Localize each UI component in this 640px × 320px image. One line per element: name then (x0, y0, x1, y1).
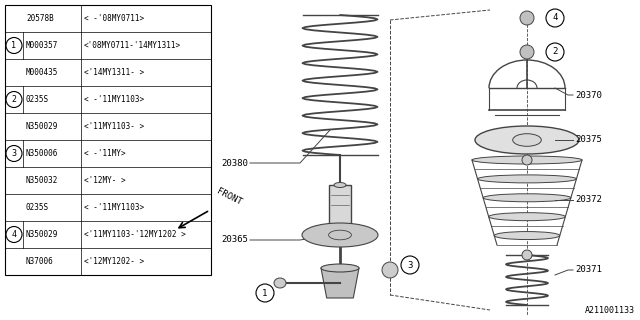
Text: < -'11MY>: < -'11MY> (84, 149, 125, 158)
Text: 20375: 20375 (575, 135, 602, 145)
Bar (5, 5, 211, 275)
Text: <'12MY- >: <'12MY- > (84, 176, 125, 185)
Text: < -'11MY1103>: < -'11MY1103> (84, 203, 144, 212)
Text: 0235S: 0235S (26, 95, 49, 104)
Text: <'12MY1202- >: <'12MY1202- > (84, 257, 144, 266)
Ellipse shape (489, 213, 565, 221)
Polygon shape (321, 268, 359, 298)
Text: 20371: 20371 (575, 266, 602, 275)
Text: M000435: M000435 (26, 68, 58, 77)
Text: 1: 1 (12, 41, 17, 50)
Text: <'11MY1103- >: <'11MY1103- > (84, 122, 144, 131)
Ellipse shape (475, 126, 579, 154)
Text: <'11MY1103-'12MY1202 >: <'11MY1103-'12MY1202 > (84, 230, 186, 239)
Ellipse shape (477, 175, 577, 183)
Text: 2: 2 (12, 95, 17, 104)
Text: N350032: N350032 (26, 176, 58, 185)
Circle shape (520, 45, 534, 59)
Bar (329, 185, 351, 230)
Text: <'08MY0711-'14MY1311>: <'08MY0711-'14MY1311> (84, 41, 181, 50)
Text: 4: 4 (12, 230, 17, 239)
Text: < -'11MY1103>: < -'11MY1103> (84, 95, 144, 104)
Text: 20372: 20372 (575, 196, 602, 204)
Text: N350006: N350006 (26, 149, 58, 158)
Ellipse shape (334, 182, 346, 188)
Circle shape (522, 250, 532, 260)
Circle shape (520, 11, 534, 25)
Text: 3: 3 (407, 260, 413, 269)
Text: N37006: N37006 (26, 257, 54, 266)
Circle shape (522, 155, 532, 165)
Text: N350029: N350029 (26, 230, 58, 239)
Text: 20380: 20380 (221, 158, 248, 167)
Text: M000357: M000357 (26, 41, 58, 50)
Ellipse shape (302, 223, 378, 247)
Text: 3: 3 (12, 149, 17, 158)
Text: 0235S: 0235S (26, 203, 49, 212)
Text: 4: 4 (552, 13, 557, 22)
Ellipse shape (321, 264, 359, 272)
Ellipse shape (483, 194, 571, 202)
Text: 20365: 20365 (221, 236, 248, 244)
Ellipse shape (494, 232, 560, 240)
Text: 20578B: 20578B (26, 14, 54, 23)
Circle shape (382, 262, 398, 278)
Ellipse shape (274, 278, 286, 288)
Text: A211001133: A211001133 (585, 306, 635, 315)
Text: N350029: N350029 (26, 122, 58, 131)
Text: 20370: 20370 (575, 91, 602, 100)
Text: FRONT: FRONT (215, 187, 243, 207)
Ellipse shape (513, 134, 541, 146)
Text: 2: 2 (552, 47, 557, 57)
Text: <'14MY1311- >: <'14MY1311- > (84, 68, 144, 77)
Text: < -'08MY0711>: < -'08MY0711> (84, 14, 144, 23)
Ellipse shape (472, 156, 582, 164)
Text: 1: 1 (262, 289, 268, 298)
